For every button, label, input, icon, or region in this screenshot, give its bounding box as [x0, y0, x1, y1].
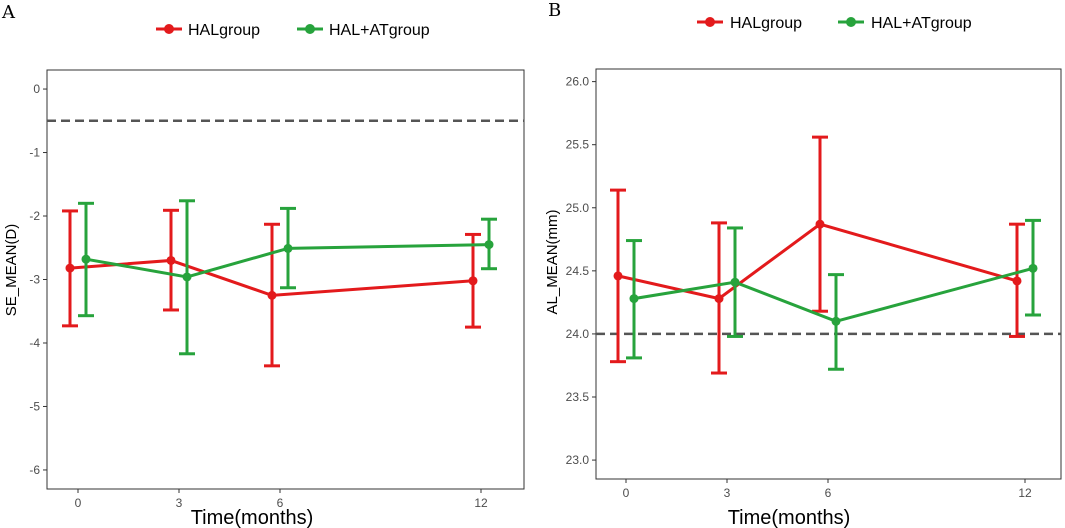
panel-a-plot-area: 0 -1 -2 -3 -4 -5 -6 0 3 6 12	[29, 82, 524, 510]
data-point	[65, 263, 75, 273]
data-point	[182, 272, 192, 282]
data-point	[815, 219, 825, 229]
x-tick-label: 6	[825, 486, 832, 500]
legend-halat-marker	[846, 17, 856, 27]
data-point	[166, 255, 176, 265]
data-point	[730, 277, 740, 287]
x-tick-label: 0	[623, 486, 630, 500]
data-point	[831, 316, 841, 326]
legend-halat-label: HAL+ATgroup	[329, 22, 430, 39]
panel-b-xlabel: Time(months)	[728, 507, 851, 528]
panel-b-legend: HALgroup HAL+ATgroup	[697, 15, 972, 32]
panel-a-xlabel: Time(months)	[191, 507, 314, 528]
y-tick-label: 0	[33, 82, 40, 96]
data-point	[484, 240, 494, 250]
panel-a: A HALgroup HAL+ATgroup 0 -1 -2 -3 -4 -5 -6 0 3 6 1…	[1, 2, 525, 528]
panel-b-ylabel: AL_MEAN(mm)	[544, 209, 561, 314]
series-halat	[78, 199, 497, 356]
panel-a-frame	[46, 69, 525, 490]
panel-b-letter: B	[548, 0, 561, 21]
y-tick-label: -3	[29, 273, 40, 287]
data-point	[1028, 263, 1038, 273]
data-point	[629, 294, 639, 304]
x-tick-label: 12	[474, 496, 488, 510]
series-line	[617, 222, 1018, 301]
x-tick-label: 3	[176, 496, 183, 510]
y-tick-label: 24.0	[566, 327, 590, 341]
y-tick-label: 23.0	[566, 453, 590, 467]
series-hal	[610, 135, 1025, 375]
data-point	[283, 243, 293, 253]
series-halat	[626, 218, 1041, 371]
legend-hal-label: HALgroup	[730, 15, 802, 32]
y-tick-label: -2	[29, 209, 40, 223]
x-tick-label: 12	[1018, 486, 1032, 500]
y-tick-label: 25.5	[566, 138, 590, 152]
data-point	[267, 290, 277, 300]
legend-hal-marker	[705, 17, 715, 27]
y-tick-label: 23.5	[566, 390, 590, 404]
x-tick-label: 6	[277, 496, 284, 510]
x-tick-label: 0	[75, 496, 82, 510]
panel-b-plot-area: 23.0 23.5 24.0 24.5 25.0 25.5 26.0 0 3 6 12	[566, 75, 1061, 500]
legend-hal-marker	[164, 24, 174, 34]
data-point	[714, 294, 724, 304]
panel-a-legend: HALgroup HAL+ATgroup	[156, 22, 430, 39]
y-tick-label: -5	[29, 399, 40, 413]
series-hal	[62, 208, 481, 368]
y-tick-label: 26.0	[566, 75, 590, 89]
data-point	[81, 254, 91, 264]
panel-b: B HALgroup HAL+ATgroup 23.023.524.024.52…	[544, 0, 1062, 528]
data-point	[613, 271, 623, 281]
panel-a-ylabel: SE_MEAN(D)	[3, 224, 20, 317]
legend-halat-label: HAL+ATgroup	[871, 15, 972, 32]
legend-hal-label: HALgroup	[188, 22, 260, 39]
y-tick-label: -4	[29, 336, 40, 350]
panel-a-letter: A	[1, 2, 16, 23]
x-tick-label: 3	[724, 486, 731, 500]
y-tick-label: 24.5	[566, 264, 590, 278]
data-point	[468, 276, 478, 286]
y-tick-label: 25.0	[566, 201, 590, 215]
series-line	[85, 243, 490, 279]
y-tick-label: -1	[29, 146, 40, 160]
legend-halat-marker	[305, 24, 315, 34]
data-point	[1012, 276, 1022, 286]
y-tick-label: -6	[29, 463, 40, 477]
series-line	[633, 266, 1034, 323]
